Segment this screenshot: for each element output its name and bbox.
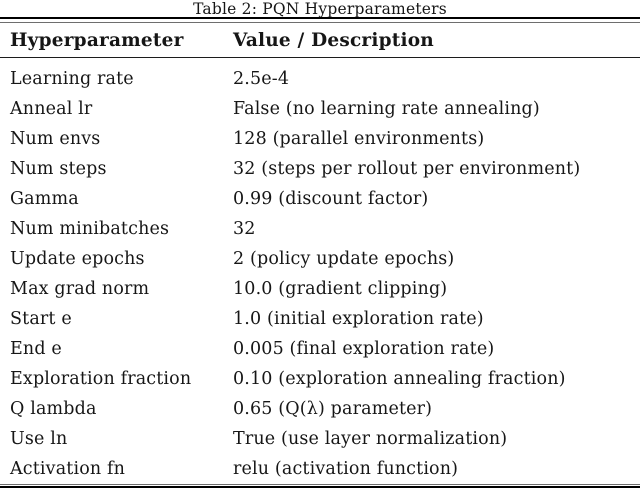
value-description-cell: 1.0 (initial exploration rate)	[233, 309, 484, 329]
value-description-cell: 0.65 (Q(λ) parameter)	[233, 399, 433, 419]
value-description-cell: True (use layer normalization)	[233, 429, 508, 449]
hyperparameter-cell: Start e	[10, 309, 72, 329]
hyperparameter-cell: Anneal lr	[10, 99, 93, 119]
table-row: Num steps 32 (steps per rollout per envi…	[0, 154, 640, 184]
table-row: Learning rate 2.5e-4	[0, 64, 640, 94]
value-description-cell: 10.0 (gradient clipping)	[233, 279, 448, 299]
value-description-cell: 128 (parallel environments)	[233, 129, 485, 149]
table-row: Use ln True (use layer normalization)	[0, 424, 640, 454]
hyperparameter-cell: Gamma	[10, 189, 79, 209]
value-description-cell: 2.5e-4	[233, 69, 290, 89]
value-description-cell: 2 (policy update epochs)	[233, 249, 455, 269]
hyperparameter-cell: Q lambda	[10, 399, 97, 419]
hyperparameter-cell: Update epochs	[10, 249, 145, 269]
table-row: Num envs 128 (parallel environments)	[0, 124, 640, 154]
table-row: Activation fn relu (activation function)	[0, 454, 640, 484]
table-row: Anneal lr False (no learning rate anneal…	[0, 94, 640, 124]
value-description-cell: 0.10 (exploration annealing fraction)	[233, 369, 566, 389]
table-caption: Table 2: PQN Hyperparameters	[193, 0, 447, 18]
value-description-cell: 0.005 (final exploration rate)	[233, 339, 495, 359]
table-body: Learning rate 2.5e-4 Anneal lr False (no…	[0, 64, 640, 484]
table-row: Exploration fraction 0.10 (exploration a…	[0, 364, 640, 394]
table-row: End e 0.005 (final exploration rate)	[0, 334, 640, 364]
table-header-row: Hyperparameter Value / Description	[0, 23, 640, 57]
table-row: Num minibatches 32	[0, 214, 640, 244]
hyperparameter-cell: Max grad norm	[10, 279, 150, 299]
table-row: Gamma 0.99 (discount factor)	[0, 184, 640, 214]
top-rule-thin	[0, 21, 640, 23]
hyperparameter-cell: Activation fn	[10, 459, 126, 479]
hyperparameter-cell: Exploration fraction	[10, 369, 192, 389]
table-row: Max grad norm 10.0 (gradient clipping)	[0, 274, 640, 304]
table-row: Q lambda 0.65 (Q(λ) parameter)	[0, 394, 640, 424]
table-row: Update epochs 2 (policy update epochs)	[0, 244, 640, 274]
hyperparameter-cell: Use ln	[10, 429, 68, 449]
hyperparameter-cell: Num steps	[10, 159, 107, 179]
top-rule-thick	[0, 17, 640, 19]
hyperparameter-cell: Learning rate	[10, 69, 134, 89]
column-header-hyperparameter: Hyperparameter	[10, 29, 184, 51]
bottom-rule-thin	[0, 484, 640, 485]
column-header-value-description: Value / Description	[233, 29, 434, 51]
value-description-cell: 32 (steps per rollout per environment)	[233, 159, 581, 179]
table-row: Start e 1.0 (initial exploration rate)	[0, 304, 640, 334]
hyperparameter-cell: End e	[10, 339, 62, 359]
value-description-cell: 0.99 (discount factor)	[233, 189, 429, 209]
hyperparameter-cell: Num envs	[10, 129, 101, 149]
value-description-cell: relu (activation function)	[233, 459, 459, 479]
header-separator-rule	[0, 57, 640, 58]
bottom-rule-thick	[0, 486, 640, 488]
value-description-cell: 32	[233, 219, 256, 239]
value-description-cell: False (no learning rate annealing)	[233, 99, 540, 119]
hyperparameter-cell: Num minibatches	[10, 219, 170, 239]
